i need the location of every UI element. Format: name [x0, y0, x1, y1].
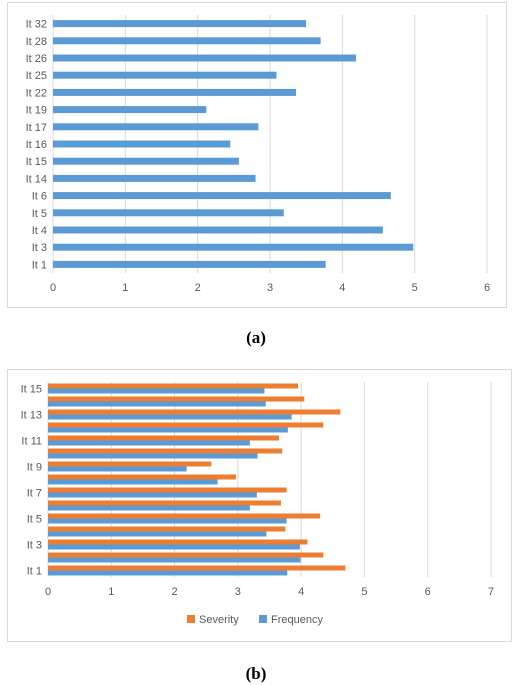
legend-swatch-frequency — [259, 615, 267, 623]
bar — [48, 557, 301, 563]
legend-label-frequency: Frequency — [271, 614, 323, 626]
y-category-label: It 1 — [32, 259, 47, 271]
bar — [48, 565, 346, 571]
bar — [53, 243, 414, 251]
bar — [48, 414, 292, 420]
chart-a-svg: 0 1 2 3 4 5 6 It 1 It 3 It 4 It 5 It 6 It 14 It 15 It … — [26, 15, 490, 294]
y-category-label: It 15 — [21, 384, 42, 396]
bar — [53, 226, 383, 234]
bar — [53, 140, 231, 148]
bar — [53, 157, 239, 165]
y-category-label: It 5 — [32, 208, 47, 220]
y-category-label: It 7 — [27, 488, 42, 500]
x-tick-label: 3 — [235, 586, 241, 598]
bar — [48, 479, 218, 485]
y-category-label: It 13 — [21, 410, 42, 422]
x-tick-label: 0 — [45, 586, 51, 598]
bar — [53, 106, 207, 114]
bar — [53, 37, 321, 45]
x-tick-label: 5 — [361, 586, 367, 598]
x-tick-label: 1 — [108, 586, 114, 598]
bar — [48, 526, 286, 532]
bar — [53, 71, 277, 79]
chart-b-svg: 0 1 2 3 4 5 6 7 It 1 It 3 It 5 It 7 It 9 It 11 It 13 It… — [21, 382, 494, 626]
bar — [48, 513, 321, 519]
y-category-label: It 3 — [27, 540, 42, 552]
bar — [53, 54, 357, 62]
x-tick-label: 7 — [488, 586, 494, 598]
bar — [53, 209, 284, 217]
y-category-label: It 5 — [27, 514, 42, 526]
bar — [48, 500, 281, 506]
bar — [48, 544, 300, 550]
bar — [53, 20, 307, 28]
y-category-label: It 25 — [26, 70, 47, 82]
bar — [48, 461, 212, 467]
x-tick-label: 0 — [50, 282, 56, 294]
chart-a-panel: 0 1 2 3 4 5 6 It 1 It 3 It 4 It 5 It 6 It 14 It 15 It … — [7, 2, 507, 308]
y-category-label: It 14 — [26, 173, 47, 185]
bar — [53, 192, 391, 200]
caption-a: (a) — [246, 328, 266, 347]
x-tick-label: 4 — [339, 282, 345, 294]
x-tick-label: 2 — [195, 282, 201, 294]
bar — [53, 88, 297, 96]
bar — [48, 552, 324, 558]
bar — [48, 448, 283, 454]
y-category-label: It 19 — [26, 105, 47, 117]
y-category-label: It 16 — [26, 139, 47, 151]
legend-swatch-severity — [187, 615, 195, 623]
y-category-label: It 26 — [26, 53, 47, 65]
chart-b-panel: 0 1 2 3 4 5 6 7 It 1 It 3 It 5 It 7 It 9 It 11 It 13 It… — [7, 369, 512, 642]
bar — [48, 396, 305, 402]
bar — [48, 383, 298, 389]
bar — [48, 492, 257, 498]
y-category-label: It 28 — [26, 36, 47, 48]
y-category-label: It 4 — [32, 225, 47, 237]
y-category-label: It 15 — [26, 156, 47, 168]
x-tick-label: 5 — [412, 282, 418, 294]
bar — [48, 401, 266, 407]
bar — [48, 539, 308, 545]
bar — [48, 487, 287, 493]
y-category-label: It 11 — [21, 436, 42, 448]
y-category-label: It 32 — [26, 19, 47, 31]
x-tick-label: 4 — [298, 586, 304, 598]
bar — [48, 435, 279, 441]
y-category-label: It 6 — [32, 191, 47, 203]
legend-label-severity: Severity — [199, 614, 239, 626]
bar — [48, 409, 341, 415]
bar — [48, 531, 267, 537]
bar — [48, 518, 287, 524]
y-category-label: It 17 — [26, 122, 47, 134]
y-category-label: It 1 — [27, 566, 42, 578]
bar — [48, 505, 250, 511]
bar — [53, 174, 256, 182]
bar — [48, 474, 236, 480]
x-tick-label: 1 — [122, 282, 128, 294]
y-category-label: It 3 — [32, 242, 47, 254]
y-category-label: It 9 — [27, 462, 42, 474]
bar — [48, 427, 288, 433]
x-tick-label: 2 — [172, 586, 178, 598]
bar — [48, 466, 187, 472]
x-tick-label: 6 — [484, 282, 490, 294]
bar — [48, 570, 288, 576]
bar — [48, 440, 250, 446]
bar — [53, 123, 259, 131]
y-category-label: It 22 — [26, 87, 47, 99]
x-tick-label: 6 — [425, 586, 431, 598]
bar — [48, 388, 265, 394]
caption-b: (b) — [245, 664, 267, 683]
bar — [48, 453, 258, 459]
bar — [53, 260, 326, 268]
bar — [48, 422, 324, 428]
x-tick-label: 3 — [267, 282, 273, 294]
